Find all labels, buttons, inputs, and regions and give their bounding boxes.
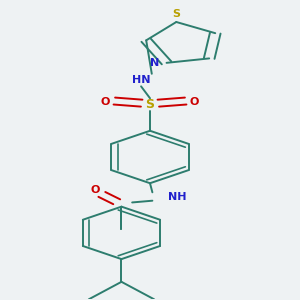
Text: S: S [172,8,180,19]
Text: O: O [101,97,110,107]
Text: O: O [190,97,199,107]
Text: HN: HN [132,75,150,85]
Text: O: O [90,185,99,195]
Text: S: S [146,98,154,111]
Text: N: N [150,58,159,68]
Text: NH: NH [168,191,186,202]
